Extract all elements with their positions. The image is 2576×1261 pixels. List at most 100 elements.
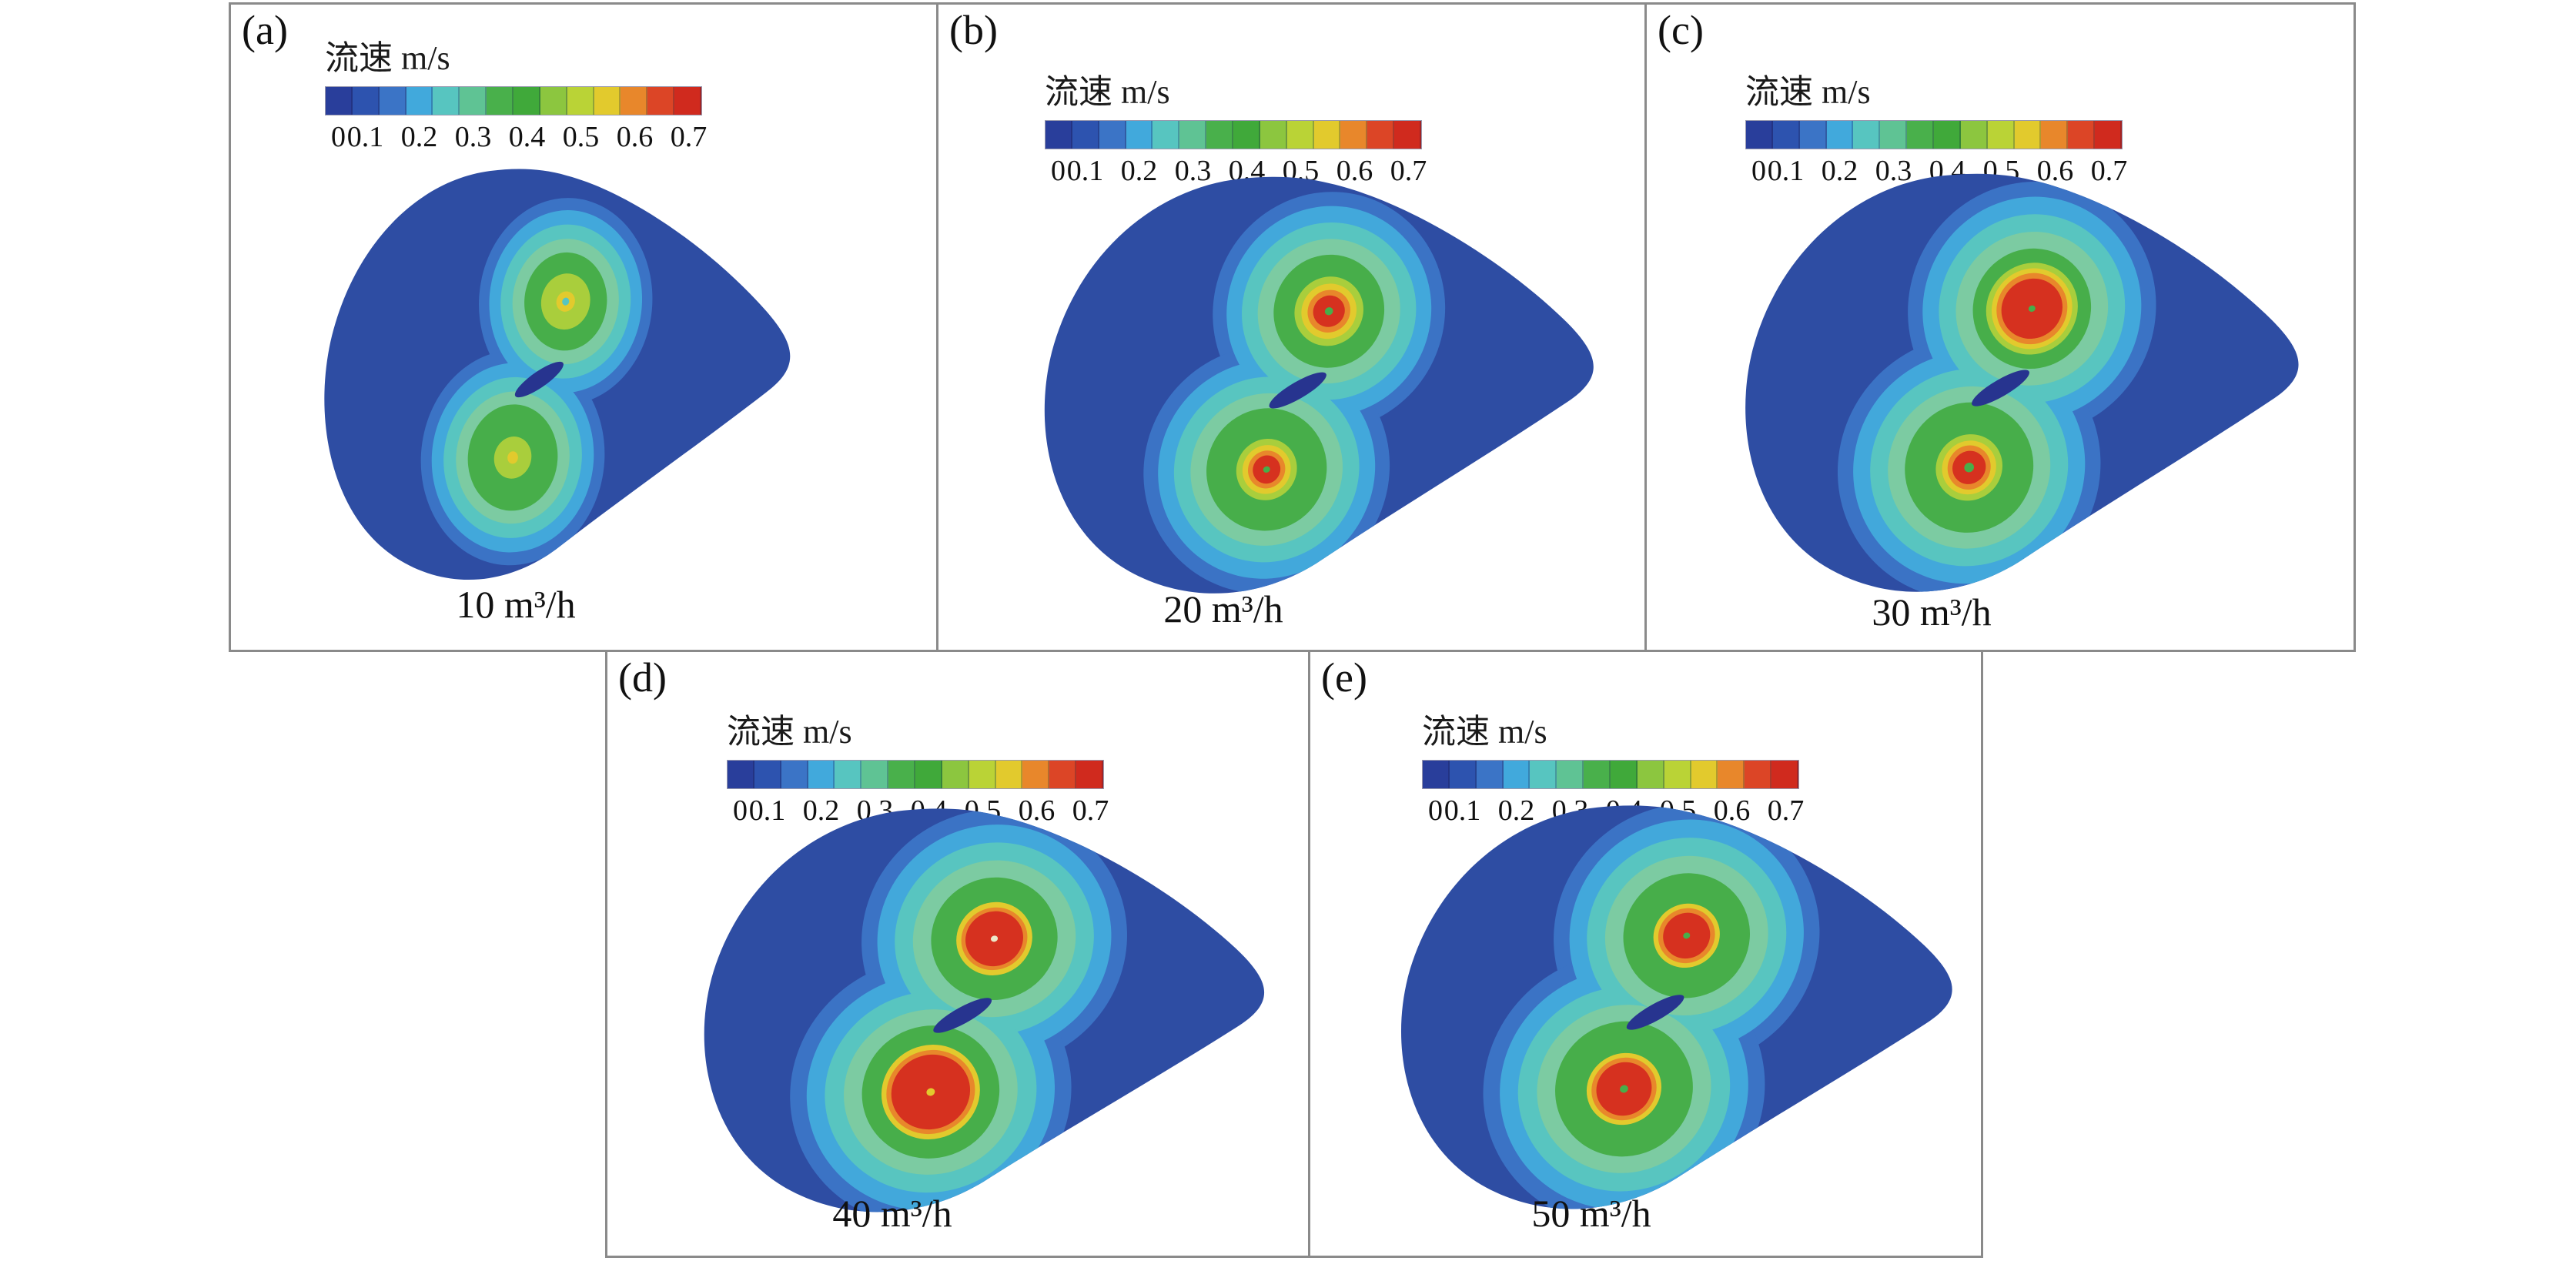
colorbar-segment — [1530, 761, 1557, 788]
colorbar-tick: 0.7 — [1390, 155, 1427, 187]
colorbar-tick: 0.1 — [748, 794, 786, 827]
flow-rate-caption: 50 m³/h — [1531, 1192, 1651, 1235]
contour-panel-d: (d) 流速 m/s 00.10.20.30.40.50.60.7 40 m³/… — [605, 650, 1310, 1258]
colorbar-segment — [1072, 121, 1099, 149]
colorbar-gradient — [1745, 120, 2123, 149]
colorbar-segment — [915, 761, 942, 788]
colorbar-segment — [2068, 121, 2096, 149]
colorbar-tick: 0.2 — [1497, 794, 1535, 827]
colorbar-segment — [514, 87, 540, 115]
panel-label: (a) — [242, 7, 288, 53]
panel-label: (b) — [949, 7, 998, 53]
colorbar-tick: 0.3 — [1174, 155, 1212, 187]
colorbar-segment — [835, 761, 862, 788]
colorbar-tick: 0.7 — [1072, 794, 1109, 827]
colorbar-segment — [808, 761, 835, 788]
colorbar-segment — [1045, 121, 1072, 149]
colorbar-segment — [567, 87, 594, 115]
colorbar-segment — [1691, 761, 1718, 788]
contour-plot-area — [671, 800, 1293, 1225]
contour-level — [562, 297, 570, 306]
colorbar-title: 流速 m/s — [1045, 73, 1170, 111]
colorbar-tick: 0 — [1751, 155, 1766, 187]
contour-plot-area — [1368, 797, 1980, 1222]
colorbar-tick: 0.4 — [508, 121, 546, 153]
contour-plot-area — [1012, 168, 1621, 607]
colorbar-tick: 0.1 — [1066, 155, 1104, 187]
contour-plot — [324, 169, 791, 580]
colorbar-segment — [1880, 121, 1908, 149]
colorbar-segment — [1394, 121, 1422, 149]
flow-rate-caption: 10 m³/h — [456, 583, 576, 626]
colorbar-segment — [781, 761, 808, 788]
colorbar-tick: 0 — [1427, 794, 1443, 827]
colorbar-segment — [352, 87, 380, 115]
colorbar-segment — [1126, 121, 1153, 149]
colorbar-segment — [1206, 121, 1234, 149]
colorbar-segment — [406, 87, 433, 115]
colorbar-segment — [2041, 121, 2069, 149]
colorbar-tick: 0.6 — [1336, 155, 1373, 187]
contour-level — [933, 998, 992, 1033]
colorbar-title: 流速 m/s — [1422, 713, 1547, 751]
colorbar-segment — [888, 761, 916, 788]
contour-level — [990, 935, 999, 942]
colorbar-segment — [1022, 761, 1050, 788]
contour-level — [1683, 932, 1691, 939]
contour-plot — [1745, 173, 2299, 592]
contour-plot — [704, 808, 1265, 1212]
colorbar-segment — [969, 761, 996, 788]
colorbar-segment — [861, 761, 889, 788]
colorbar-tick: 0.2 — [1821, 155, 1858, 187]
colorbar-segment — [942, 761, 969, 788]
contour-level — [1964, 463, 1975, 473]
colorbar-tick: 0.3 — [454, 121, 492, 153]
colorbar-gradient — [727, 760, 1104, 789]
flow-rate-caption: 30 m³/h — [1872, 590, 1992, 634]
contour-level — [1620, 1085, 1628, 1093]
colorbar-segment — [1718, 761, 1745, 788]
colorbar-tick: 0.2 — [802, 794, 840, 827]
colorbar-segment — [674, 87, 702, 115]
contour-level — [2028, 305, 2036, 313]
colorbar-segment — [1260, 121, 1287, 149]
colorbar-segment — [1987, 121, 2015, 149]
contour-plot-area — [1712, 165, 2327, 605]
colorbar-gradient — [325, 86, 702, 115]
contour-plot — [1044, 176, 1594, 594]
colorbar-segment — [1664, 761, 1691, 788]
contour-level — [1263, 466, 1270, 473]
colorbar-segment — [1557, 761, 1584, 788]
colorbar-segment — [1340, 121, 1368, 149]
colorbar-segment — [2095, 121, 2123, 149]
colorbar-segment — [379, 87, 406, 115]
colorbar-segment — [1771, 761, 1799, 788]
colorbar-segment — [1313, 121, 1341, 149]
colorbar-title: 流速 m/s — [325, 39, 450, 77]
colorbar-segment — [1179, 121, 1207, 149]
colorbar-segment — [326, 87, 353, 115]
panel-label: (c) — [1658, 7, 1704, 53]
colorbar-tick: 0.7 — [670, 121, 708, 153]
colorbar-gradient — [1045, 120, 1422, 149]
contour-level — [926, 1088, 935, 1096]
colorbar-segment — [1746, 121, 1773, 149]
colorbar-title: 流速 m/s — [727, 713, 852, 751]
contour-level — [1626, 995, 1684, 1030]
colorbar-segment — [1853, 121, 1881, 149]
colorbar-segment — [433, 87, 460, 115]
colorbar-segment — [647, 87, 675, 115]
colorbar-segment — [1611, 761, 1638, 788]
colorbar-segment — [1960, 121, 1988, 149]
colorbar-tick: 0.2 — [400, 121, 438, 153]
colorbar-tick: 0.3 — [1875, 155, 1912, 187]
contour-panel-c: (c) 流速 m/s 0 0.1 0.2 0.3 0.4 0.5 0.6 0.7 30 m³/… — [1644, 2, 2356, 652]
flow-rate-caption: 20 m³/h — [1163, 587, 1283, 630]
colorbar-tick: 0.2 — [1120, 155, 1158, 187]
colorbar-segment — [1503, 761, 1531, 788]
contour-level — [1324, 307, 1333, 316]
colorbar-tick: 0.6 — [2036, 155, 2074, 187]
